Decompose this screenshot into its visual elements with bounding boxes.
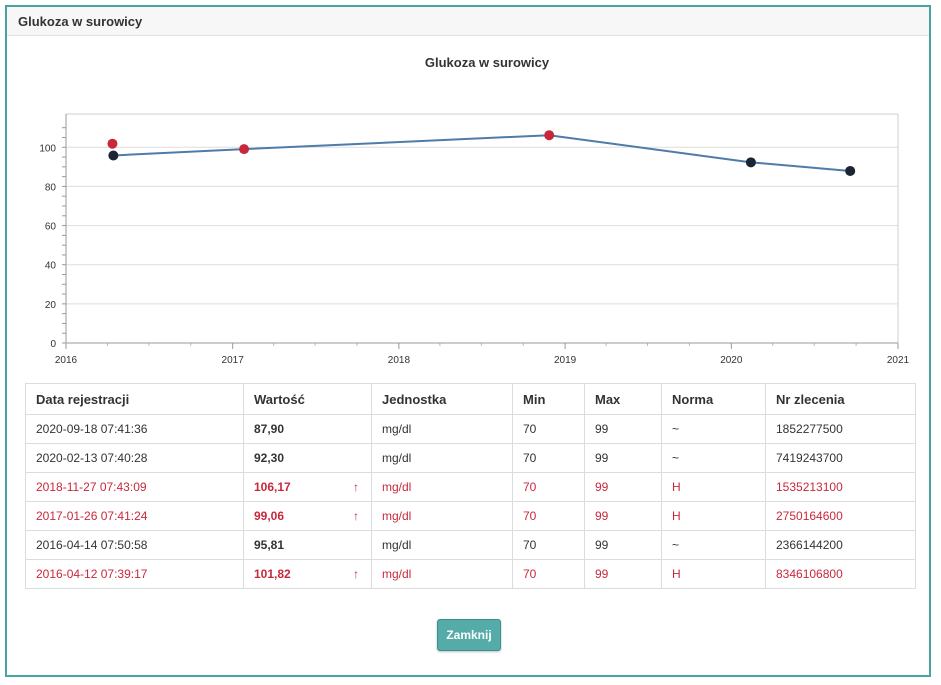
- value-text: 87,90: [254, 422, 285, 436]
- cell-norm: H: [661, 472, 766, 502]
- table-header-row: Data rejestracji Wartość Jednostka Min Max No…: [25, 383, 916, 415]
- cell-unit: mg/dl: [371, 472, 513, 502]
- cell-norm: ~: [661, 530, 766, 560]
- cell-norm: H: [661, 559, 766, 589]
- cell-max: 99: [584, 501, 662, 531]
- cell-min: 70: [512, 530, 585, 560]
- cell-order: 2750164600: [765, 501, 916, 531]
- table-row[interactable]: 2020-09-18 07:41:36 87,90 mg/dl 70 99 ~185227…: [25, 414, 916, 444]
- table-body: 2020-09-18 07:41:36 87,90 mg/dl 70 99 ~185227…: [25, 414, 916, 589]
- cell-min: 70: [512, 472, 585, 502]
- cell-min: 70: [512, 443, 585, 473]
- close-button[interactable]: Zamknij: [437, 619, 501, 651]
- dialog-title: Glukoza w surowicy: [18, 13, 143, 29]
- x-tick-label: 2018: [388, 355, 411, 366]
- y-tick-label: 0: [50, 339, 56, 350]
- cell-min: 70: [512, 501, 585, 531]
- results-table-wrap: Data rejestracji Wartość Jednostka Min Max No…: [25, 383, 916, 589]
- table-row[interactable]: 2017-01-26 07:41:24 99,06 ↑ mg/dl 70 99 H 27501…: [25, 501, 916, 531]
- column-header[interactable]: Wartość: [243, 383, 372, 415]
- column-header[interactable]: Nr zlecenia: [765, 383, 916, 415]
- dialog-window: Glukoza w surowicy Glukoza w surowicy 0 20…: [5, 5, 931, 677]
- cell-max: 99: [584, 414, 662, 444]
- cell-date: 2020-02-13 07:40:28: [25, 443, 244, 473]
- cell-max: 99: [584, 472, 662, 502]
- cell-unit: mg/dl: [371, 414, 513, 444]
- data-point: [544, 130, 555, 141]
- cell-unit: mg/dl: [371, 443, 513, 473]
- chart-title: Glukoza w surowicy: [425, 55, 550, 70]
- cell-min: 70: [512, 559, 585, 589]
- cell-value: 99,06 ↑: [243, 501, 372, 531]
- column-header[interactable]: Jednostka: [371, 383, 513, 415]
- x-tick-label: 2019: [554, 355, 577, 366]
- y-tick-label: 60: [45, 222, 57, 233]
- results-table: Data rejestracji Wartość Jednostka Min Max No…: [25, 383, 916, 589]
- cell-unit: mg/dl: [371, 559, 513, 589]
- cell-date: 2018-11-27 07:43:09: [25, 472, 244, 502]
- cell-max: 99: [584, 530, 662, 560]
- cell-norm: ~: [661, 414, 766, 444]
- value-text: 99,06: [254, 509, 285, 523]
- cell-unit: mg/dl: [371, 530, 513, 560]
- x-tick-label: 2020: [720, 355, 743, 366]
- x-tick-label: 2017: [222, 355, 245, 366]
- chart-svg: Glukoza w surowicy 0 20 40 60 80 100 2016 2017 20…: [39, 55, 910, 366]
- cell-max: 99: [584, 559, 662, 589]
- cell-norm: H: [661, 501, 766, 531]
- table-row[interactable]: 2016-04-12 07:39:17 101,82 ↑ mg/dl 70 99 H 8346…: [25, 559, 916, 589]
- column-header[interactable]: Data rejestracji: [25, 383, 244, 415]
- cell-order: 1535213100: [765, 472, 916, 502]
- data-point: [107, 138, 118, 149]
- data-point: [845, 165, 856, 176]
- cell-min: 70: [512, 414, 585, 444]
- cell-date: 2016-04-14 07:50:58: [25, 530, 244, 560]
- cell-date: 2020-09-18 07:41:36: [25, 414, 244, 444]
- column-header[interactable]: Max: [584, 383, 662, 415]
- data-point: [108, 150, 119, 161]
- cell-date: 2017-01-26 07:41:24: [25, 501, 244, 531]
- y-tick-label: 80: [45, 182, 57, 193]
- column-header[interactable]: Norma: [661, 383, 766, 415]
- table-row[interactable]: 2018-11-27 07:43:09 106,17 ↑ mg/dl 70 99 H 1535…: [25, 472, 916, 502]
- cell-norm: ~: [661, 443, 766, 473]
- cell-value: 92,30: [243, 443, 372, 473]
- x-tick-label: 2021: [887, 355, 910, 366]
- arrow-up-icon: ↑: [353, 567, 359, 581]
- data-point: [239, 144, 250, 155]
- cell-order: 8346106800: [765, 559, 916, 589]
- glucose-chart: Glukoza w surowicy 0 20 40 60 80 100 2016 2017 20…: [7, 37, 929, 377]
- data-point: [745, 157, 756, 168]
- cell-value: 101,82 ↑: [243, 559, 372, 589]
- cell-value: 95,81: [243, 530, 372, 560]
- value-text: 92,30: [254, 451, 285, 465]
- arrow-up-icon: ↑: [353, 480, 359, 494]
- table-row[interactable]: 2020-02-13 07:40:28 92,30 mg/dl 70 99 ~741924…: [25, 443, 916, 473]
- cell-order: 2366144200: [765, 530, 916, 560]
- value-text: 101,82: [254, 567, 291, 581]
- arrow-up-icon: ↑: [353, 509, 359, 523]
- plot-frame: [65, 113, 899, 344]
- x-tick-label: 2016: [55, 355, 78, 366]
- value-text: 106,17: [254, 480, 291, 494]
- cell-unit: mg/dl: [371, 501, 513, 531]
- cell-order: 1852277500: [765, 414, 916, 444]
- value-text: 95,81: [254, 538, 285, 552]
- cell-max: 99: [584, 443, 662, 473]
- cell-date: 2016-04-12 07:39:17: [25, 559, 244, 589]
- cell-value: 87,90: [243, 414, 372, 444]
- table-row[interactable]: 2016-04-14 07:50:58 95,81 mg/dl 70 99 ~236614…: [25, 530, 916, 560]
- column-header[interactable]: Min: [512, 383, 585, 415]
- y-tick-label: 40: [45, 261, 57, 272]
- cell-value: 106,17 ↑: [243, 472, 372, 502]
- cell-order: 7419243700: [765, 443, 916, 473]
- y-tick-label: 100: [39, 143, 56, 154]
- y-tick-label: 20: [45, 300, 57, 311]
- dialog-titlebar: Glukoza w surowicy: [7, 7, 929, 36]
- series-line: [113, 134, 851, 172]
